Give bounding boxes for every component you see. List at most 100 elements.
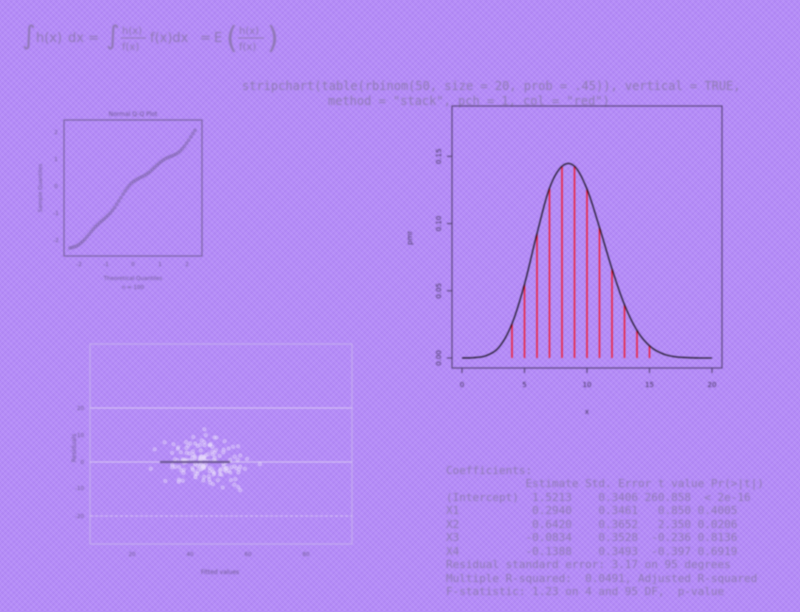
scatter-point (178, 466, 181, 469)
qq-point (103, 218, 105, 220)
scatter-y-tick: -10 (75, 486, 84, 492)
scatter-point (230, 466, 233, 469)
qq-x-tick: 2 (185, 262, 189, 268)
scatter-point (200, 439, 203, 442)
scatter-point (185, 447, 188, 450)
regression-line: Multiple R-squared: 0.0491, Adjusted R-s… (446, 572, 800, 586)
qq-point (194, 129, 196, 131)
qq-point (130, 182, 132, 184)
regression-line: X2 0.6420 0.3652 2.350 0.0206 (446, 518, 800, 532)
scatter-point (171, 452, 174, 455)
formula-svg: ∫ h(x) dx = ∫ h(x) f(x) f(x)dx = E ( h(x… (22, 14, 297, 58)
pmf-x-tick-label: 5 (522, 381, 526, 389)
scatter-point (208, 475, 211, 478)
formula-paren-close: ) (267, 21, 279, 56)
qq-point (187, 139, 189, 141)
scatter-point (203, 428, 206, 431)
qq-point (154, 166, 156, 168)
regression-line: Estimate Std. Error t value Pr(>|t|) (446, 477, 800, 491)
qq-x-tick: -1 (103, 262, 108, 268)
formula-mid-tail: f(x)dx (150, 31, 189, 46)
scatter-point (236, 458, 239, 461)
qq-point (94, 226, 96, 228)
scatter-point (215, 449, 218, 452)
scatter-point (212, 483, 215, 486)
scatter-point (244, 467, 247, 470)
scatter-point (194, 442, 197, 445)
qq-point (120, 197, 122, 199)
formula-rhs-den: f(x) (239, 42, 256, 53)
qq-point (105, 216, 107, 218)
scatter-point (188, 452, 191, 455)
qq-point (92, 228, 94, 230)
qq-point (82, 240, 84, 242)
qq-plot-xlabel: Theoretical Quantiles (103, 276, 163, 282)
qq-point (96, 224, 98, 226)
scatter-point (232, 445, 235, 448)
qq-plot-sublabel: n = 100 (122, 285, 145, 291)
scatter-point (185, 452, 188, 455)
scatter-y-tick: 0 (81, 460, 85, 466)
scatter-y-tick: 20 (77, 406, 84, 412)
pmf-stripes (512, 166, 650, 358)
formula-lhs-dx: dx = (68, 31, 99, 46)
scatter-point (208, 470, 211, 473)
formula-frac-num: h(x) (122, 26, 142, 37)
qq-y-tick: 0 (54, 184, 58, 190)
qq-point (124, 190, 126, 192)
scatter-point (164, 480, 167, 483)
scatter-point (217, 479, 220, 482)
scatter-x-tick: 20 (129, 552, 136, 558)
qq-x-tick: -2 (76, 262, 81, 268)
scatter-point (192, 450, 195, 453)
qq-point (128, 184, 130, 186)
regression-line: (Intercept) 1.5213 0.3406 260.858 < 2e-1… (446, 491, 800, 505)
scatter-point (172, 443, 175, 446)
scatter-xlabel: Fitted values (201, 569, 239, 576)
formula-rhs-num: h(x) (239, 26, 259, 37)
scatter-x-tick: 60 (245, 552, 252, 558)
scatter-point (239, 454, 242, 457)
integral-sign-2: ∫ (106, 21, 120, 51)
scatter-point (223, 440, 226, 443)
qq-point (84, 238, 86, 240)
scatter-point (204, 434, 207, 437)
code-line-1: stripchart(table(rbinom(50, size = 20, p… (200, 79, 800, 94)
scatter-point (233, 455, 236, 458)
qq-plot: Normal Q-Q Plot Sample Quantiles Theoret… (30, 108, 210, 298)
qq-point (181, 148, 183, 150)
scatter-point (211, 446, 214, 449)
scatter-point (197, 469, 200, 472)
pmf-chart-xlabel: x (585, 408, 589, 416)
qq-point (90, 230, 92, 232)
pmf-chart-svg: pmf x 0 5 10 15 20 0.000.050.100.15 (408, 98, 728, 420)
scatter-point (237, 486, 240, 489)
scatter-point (181, 479, 184, 482)
integral-sign: ∫ (22, 21, 36, 51)
scatter-point (149, 467, 152, 470)
scatter-point (180, 451, 183, 454)
pmf-y-tick-label: 0.10 (435, 216, 443, 232)
qq-point (113, 206, 115, 208)
qq-x-ticks: -2 -1 0 1 2 (76, 262, 188, 268)
regression-output: Coefficients: Estimate Std. Error t valu… (446, 450, 800, 612)
scatter-point (203, 476, 206, 479)
scatter-point (227, 447, 230, 450)
pmf-chart-ylabel: pmf (408, 231, 414, 245)
qq-point (107, 214, 109, 216)
pmf-y-tick-label: 0.00 (435, 350, 443, 366)
scatter-point (234, 478, 237, 481)
scatter-points (149, 428, 261, 492)
scatter-point (233, 483, 236, 486)
qq-plot-title: Normal Q-Q Plot (109, 111, 158, 118)
qq-point (183, 145, 185, 147)
qq-points (69, 129, 196, 249)
scatter-point (189, 442, 192, 445)
pmf-chart: pmf x 0 5 10 15 20 0.00 0.05 0.10 0.15 (408, 98, 728, 420)
qq-y-tick: 2 (54, 130, 58, 136)
pmf-x-tick-label: 0 (460, 381, 464, 389)
scatter-point (259, 463, 262, 466)
pmf-y-ticks: 0.00 0.05 0.10 0.15 (435, 149, 452, 366)
scatter-plot-frame (90, 344, 352, 544)
qq-y-tick: 1 (54, 157, 58, 163)
